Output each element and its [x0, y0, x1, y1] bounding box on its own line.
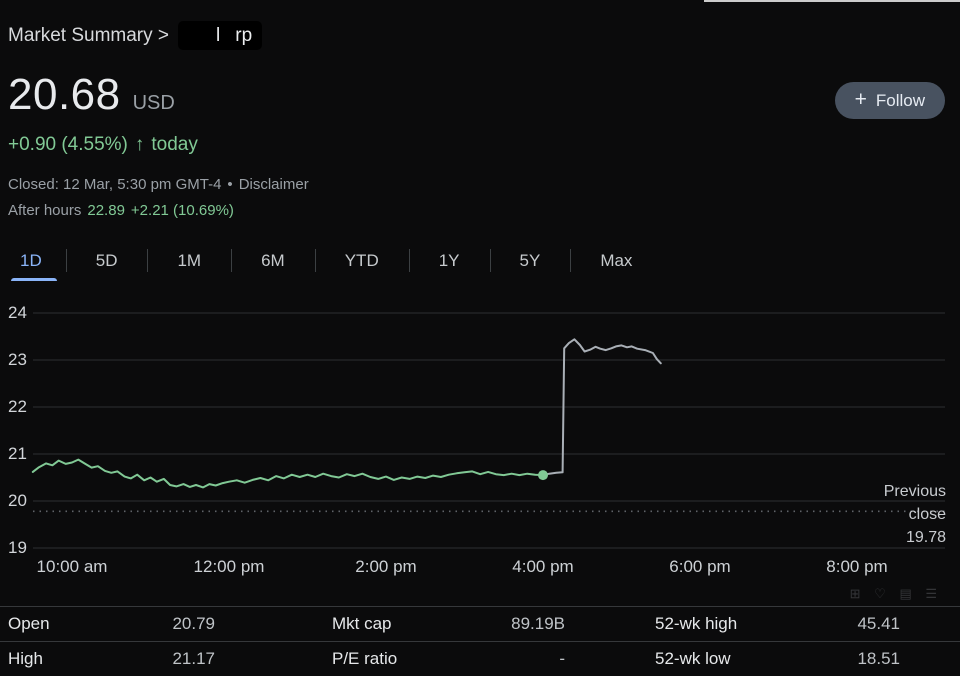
previous-close-word2: close — [908, 506, 946, 523]
y-axis-tick-label: 23 — [8, 350, 27, 369]
previous-close-value: 19.78 — [905, 529, 946, 546]
screenshot-edge-strip — [704, 0, 960, 2]
y-axis-tick-label: 19 — [8, 538, 27, 557]
key-stats-table: Open 20.79 Mkt cap 89.19B 52-wk high 45.… — [0, 606, 960, 676]
stats-row-2: High 21.17 P/E ratio - 52-wk low 18.51 — [0, 641, 960, 676]
tab-6m[interactable]: 6M — [231, 240, 315, 281]
chart-canvas — [31, 312, 945, 549]
tab-1m[interactable]: 1M — [147, 240, 231, 281]
x-axis-tick-label: 10:00 am — [36, 557, 108, 576]
y-axis-tick-label: 21 — [8, 444, 27, 463]
x-axis-tick-label: 12:00 pm — [193, 557, 265, 576]
tab-5y[interactable]: 5Y — [489, 240, 571, 281]
company-name-fragment: rp — [235, 24, 253, 46]
stat-label: Open — [8, 614, 50, 633]
x-axis-tick-label: 6:00 pm — [669, 557, 731, 576]
after-hours-label: After hours — [8, 202, 82, 219]
market-status-line: Closed: 12 Mar, 5:30 pm GMT-4 • Disclaim… — [8, 176, 309, 193]
stat-label: 52-wk low — [655, 649, 731, 668]
after-hours-price: 22.89 — [87, 202, 125, 219]
time-range-tabs: 1D 5D 1M 6M YTD 1Y 5Y Max — [2, 240, 662, 281]
previous-close-annotation: Previous close 19.78 — [884, 480, 946, 549]
stat-value: 89.19B — [511, 614, 565, 633]
after-hours-change: +2.21 (10.69%) — [130, 202, 234, 219]
breadcrumb: Market Summary > l rp — [8, 21, 263, 50]
stat-value: 45.41 — [857, 614, 900, 633]
x-axis-tick-label: 2:00 pm — [355, 557, 417, 576]
stat-label: High — [8, 649, 43, 668]
tab-max[interactable]: Max — [570, 240, 662, 281]
tab-5d[interactable]: 5D — [65, 240, 148, 281]
change-period: today — [151, 134, 198, 155]
stat-label: P/E ratio — [332, 649, 398, 668]
tab-1d[interactable]: 1D — [2, 240, 66, 281]
series-after-hours — [542, 338, 662, 477]
y-axis-tick-label: 20 — [8, 491, 27, 510]
market-closed-text: Closed: 12 Mar, 5:30 pm GMT-4 — [8, 176, 222, 193]
stat-value: - — [559, 649, 565, 668]
y-axis-tick-label: 24 — [8, 303, 27, 322]
stock-price: 20.68 — [8, 70, 121, 119]
series-regular-session — [31, 458, 544, 489]
plus-icon: + — [854, 88, 867, 111]
breadcrumb-market-summary-link[interactable]: Market Summary > — [8, 24, 170, 46]
stat-value: 21.17 — [172, 649, 215, 668]
stat-value: 18.51 — [857, 649, 900, 668]
up-arrow-icon: ↑ — [134, 134, 145, 155]
company-name-redacted: l rp — [178, 21, 263, 50]
currency-label: USD — [132, 92, 175, 114]
watermark: ⊞ ♡ ▤ ☰ — [849, 586, 942, 601]
disclaimer-link[interactable]: Disclaimer — [238, 176, 309, 193]
separator-dot: • — [227, 176, 233, 193]
stat-open: Open 20.79 — [8, 614, 215, 634]
x-axis-tick-label: 4:00 pm — [512, 557, 574, 576]
stat-label: 52-wk high — [655, 614, 738, 633]
company-name-fragment: l — [216, 24, 221, 46]
stat-label: Mkt cap — [332, 614, 392, 633]
after-hours-line: After hours 22.89 +2.21 (10.69%) — [8, 202, 234, 219]
stat-52wk-low: 52-wk low 18.51 — [655, 649, 900, 669]
last-price-marker — [538, 470, 548, 481]
price-chart[interactable] — [0, 300, 960, 562]
tab-1y[interactable]: 1Y — [408, 240, 490, 281]
stat-high: High 21.17 — [8, 649, 215, 669]
tab-ytd[interactable]: YTD — [314, 240, 409, 281]
stats-row-1: Open 20.79 Mkt cap 89.19B 52-wk high 45.… — [0, 606, 960, 641]
stat-pe-ratio: P/E ratio - — [332, 649, 565, 669]
price-line: 20.68 USD — [8, 70, 175, 120]
change-amount: +0.90 (4.55%) — [8, 134, 128, 155]
y-axis-tick-label: 22 — [8, 397, 27, 416]
stat-value: 20.79 — [172, 614, 215, 633]
follow-button-label: Follow — [875, 90, 925, 110]
x-axis-tick-label: 8:00 pm — [826, 557, 888, 576]
stat-mkt-cap: Mkt cap 89.19B — [332, 614, 565, 634]
previous-close-word1: Previous — [883, 483, 946, 500]
price-change-line: +0.90 (4.55%) ↑ today — [8, 134, 198, 156]
stat-52wk-high: 52-wk high 45.41 — [655, 614, 900, 634]
follow-button[interactable]: + Follow — [834, 82, 945, 119]
